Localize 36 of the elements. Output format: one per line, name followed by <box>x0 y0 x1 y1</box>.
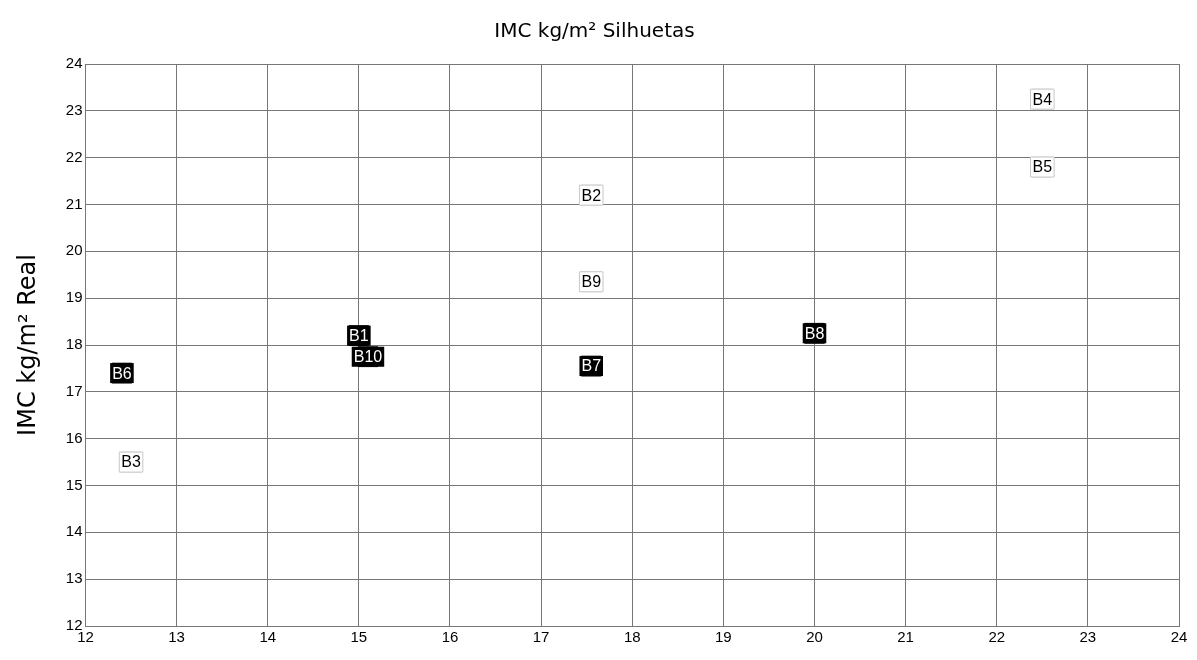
y-tick-label: 18 <box>65 335 83 353</box>
y-tick-label: 22 <box>65 147 83 165</box>
series-label: B1 <box>349 327 369 345</box>
series-label: B3 <box>121 453 141 471</box>
y-tick-label: 13 <box>65 569 83 587</box>
y-tick-label: 15 <box>65 475 83 493</box>
series-label: B5 <box>1032 158 1053 176</box>
y-tick-label: 21 <box>65 194 83 212</box>
y-tick-label: 16 <box>65 428 83 446</box>
x-tick-label: 22 <box>988 628 1006 646</box>
x-tick-label: 19 <box>715 628 732 646</box>
x-tick-label: 12 <box>77 628 94 646</box>
y-tick-label: 24 <box>65 54 83 72</box>
series-label: B2 <box>581 186 602 204</box>
x-tick-label: 16 <box>441 628 459 646</box>
x-tick-label: 18 <box>623 628 641 646</box>
series-label: B4 <box>1032 90 1053 108</box>
x-tick-label: 23 <box>1079 628 1097 646</box>
y-tick-label: 17 <box>65 381 83 399</box>
series-label: B9 <box>581 273 602 291</box>
x-tick-label: 13 <box>168 628 185 646</box>
y-tick-label: 23 <box>65 100 83 118</box>
series-label: B7 <box>581 357 602 375</box>
x-tick-label: 24 <box>1170 628 1188 646</box>
x-tick-label: 21 <box>897 628 914 646</box>
x-tick-label: 15 <box>350 628 368 646</box>
series-label: B6 <box>112 364 132 382</box>
y-axis-title: IMC kg/m² Real <box>12 254 41 436</box>
y-tick-label: 20 <box>65 241 83 259</box>
x-tick-label: 14 <box>259 628 277 646</box>
series-label: B8 <box>804 324 825 342</box>
y-tick-label: 14 <box>65 522 83 540</box>
x-tick-label: 20 <box>806 628 823 646</box>
chart-title: IMC kg/m² Silhuetas <box>494 18 695 43</box>
y-tick-label: 19 <box>65 288 83 306</box>
x-tick-label: 17 <box>532 628 550 646</box>
